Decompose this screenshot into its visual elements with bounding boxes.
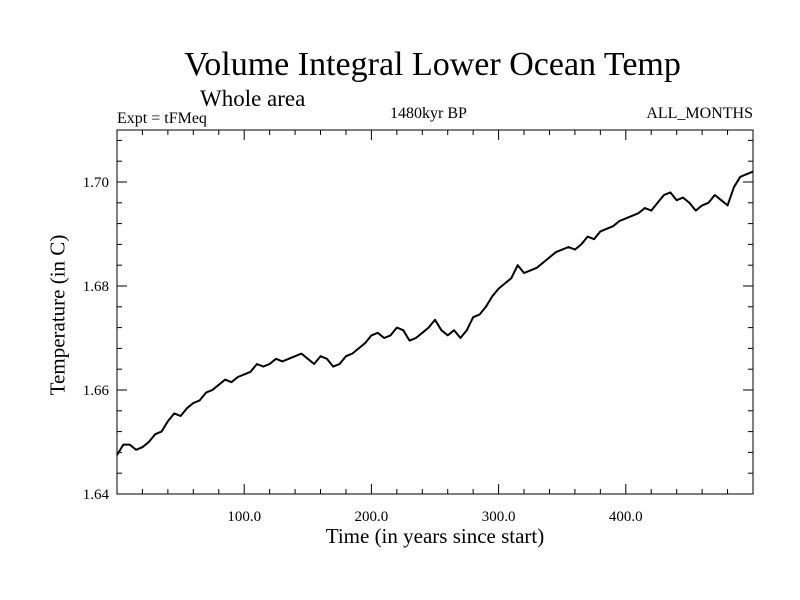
x-tick-label: 300.0: [482, 509, 516, 525]
y-tick-label: 1.64: [83, 487, 110, 503]
y-tick-label: 1.68: [83, 279, 109, 295]
x-axis-label: Time (in years since start): [325, 524, 545, 548]
chart-title: Volume Integral Lower Ocean Temp: [184, 46, 681, 83]
tick-labels: 100.0 200.0 300.0 400.0 1.64 1.66 1.68 1.70: [83, 175, 643, 525]
experiment-label: Expt = tFMeq: [117, 110, 207, 127]
y-tick-label: 1.66: [83, 383, 110, 399]
y-tick-label: 1.70: [83, 175, 109, 191]
plot-frame: [116, 129, 754, 495]
x-tick-label: 400.0: [609, 509, 643, 525]
x-tick-label: 100.0: [227, 509, 261, 525]
period-label: 1480kyr BP: [390, 105, 467, 122]
tick-marks: [117, 130, 753, 494]
series-line-temperature: [116, 170, 754, 456]
y-axis-label: Temperature (in C): [45, 234, 70, 396]
months-label: ALL_MONTHS: [646, 105, 753, 122]
chart-subtitle: Whole area: [200, 86, 306, 111]
x-tick-label: 200.0: [355, 509, 389, 525]
